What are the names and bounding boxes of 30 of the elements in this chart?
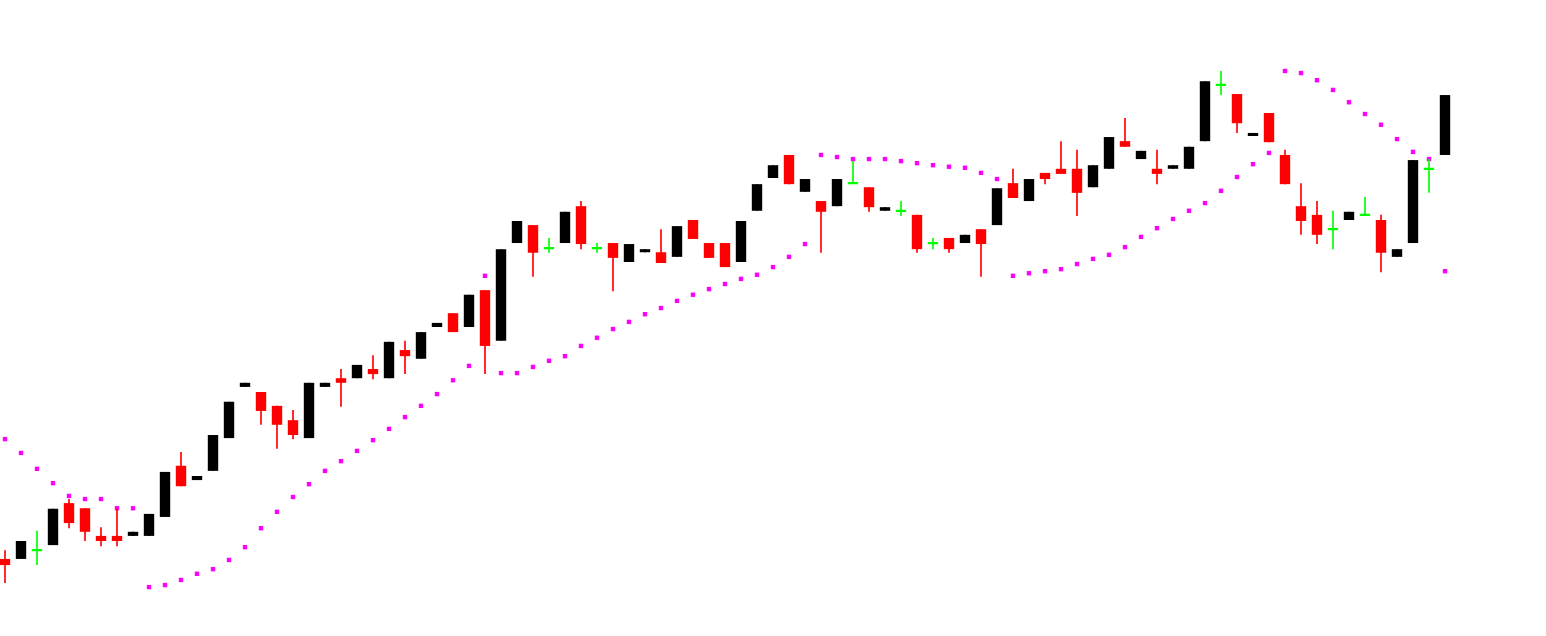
candlestick: [607, 242, 619, 292]
candlestick: [95, 526, 107, 547]
candlestick: [255, 391, 267, 426]
candlestick: [926, 237, 940, 251]
candlestick: [975, 228, 987, 278]
candlestick: [1358, 196, 1372, 216]
candlestick: [655, 228, 667, 264]
candlestick: [1151, 149, 1163, 185]
candlestick: [271, 405, 283, 450]
candlestick: [590, 242, 604, 254]
candlestick: [815, 200, 827, 254]
candlestick: [367, 354, 379, 381]
candlestick: [175, 451, 187, 488]
candlestick: [1214, 70, 1228, 96]
candlestick: [1311, 200, 1323, 245]
candlestick: [399, 339, 411, 375]
candlestick: [1007, 167, 1019, 199]
candlestick: [30, 529, 44, 566]
candlestick: [863, 186, 875, 213]
candlestick: [335, 368, 347, 408]
candlestick: [0, 549, 11, 584]
candlestick: [894, 200, 908, 217]
candlestick: [1295, 182, 1307, 236]
candlestick: [542, 237, 556, 254]
candlestick: [63, 498, 75, 530]
candlestick: [287, 409, 299, 440]
candlestick: [79, 507, 91, 542]
candlestick: [1119, 117, 1131, 148]
candlestick: [1055, 140, 1067, 175]
candlestick: [1326, 209, 1340, 251]
